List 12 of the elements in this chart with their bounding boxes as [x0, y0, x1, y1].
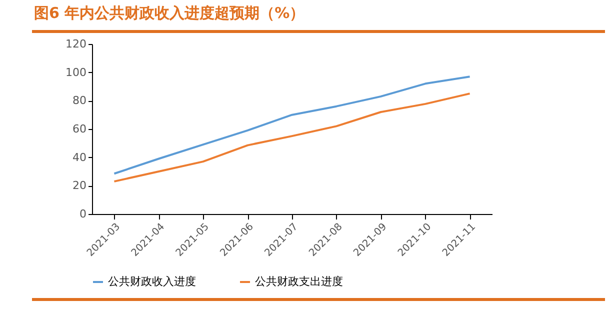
y-tick-label: 0 [80, 208, 86, 220]
y-tick-label: 80 [72, 94, 86, 108]
y-tick-label: 120 [66, 38, 86, 50]
line-series [113, 92, 471, 182]
legend-label: 公共财政收入进度 [108, 275, 196, 288]
line-series [113, 76, 471, 175]
legend-label: 公共财政支出进度 [255, 275, 343, 288]
y-tick-label: 60 [72, 122, 86, 136]
chart-title: 图6 年内公共财政收入进度超预期（%） [34, 4, 306, 24]
y-tick-label: 40 [72, 150, 86, 164]
y-tick-label: 20 [72, 179, 86, 192]
y-tick-label: 100 [66, 66, 86, 79]
